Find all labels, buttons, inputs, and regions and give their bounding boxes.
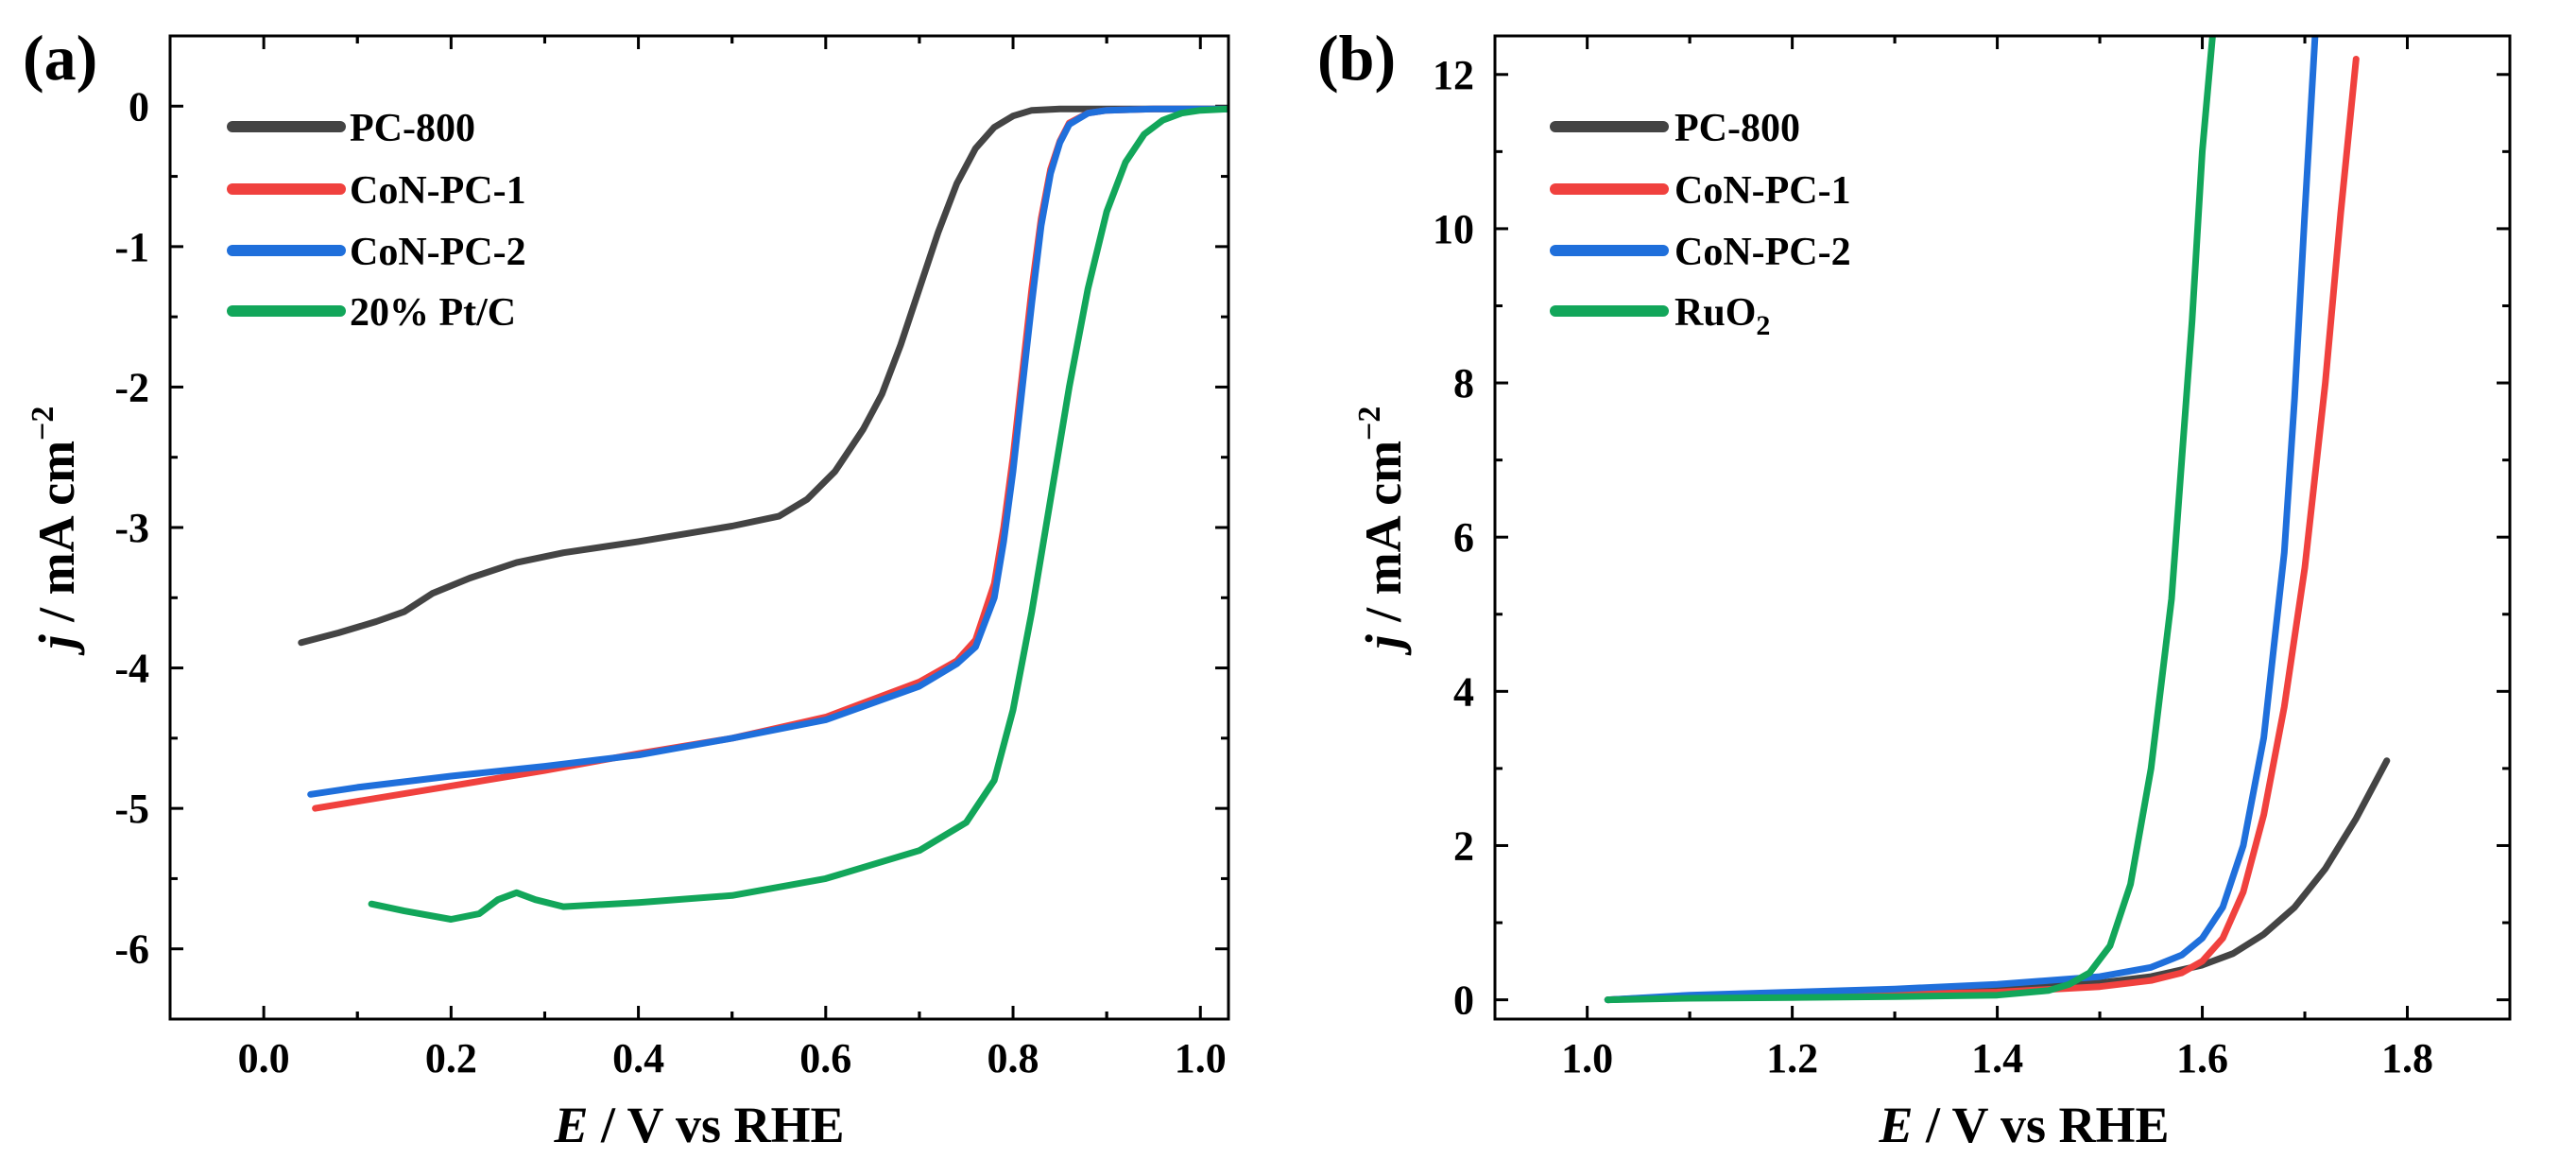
panel-b-xtick-label-3: 1.6 [2176, 1035, 2228, 1081]
panel-b-series [1604, 36, 2391, 1004]
legend-a-label-pc800: PC-800 [350, 107, 475, 150]
panel-a-series-pc-800 [298, 105, 1228, 647]
panel-b-ytick-label-4: 8 [1453, 360, 1474, 406]
panel-a-xtick-label-2: 0.4 [612, 1035, 664, 1081]
panel-a: (a) 0.0 0.2 0.4 0.6 0.8 1.0 0 -1 -2 -3 -4 -5 -6 E / … [23, 22, 1230, 1153]
panel-b-series-con-pc-2 [1604, 36, 2319, 1004]
panel-a-series-con-pc-2 [307, 105, 1228, 798]
panel-b: (b) 1.0 1.2 1.4 1.6 1.8 0 2 4 6 8 10 12 E / V vs RH… [1317, 22, 2512, 1153]
panel-b-ticks: 1.0 1.2 1.4 1.6 1.8 0 2 4 6 8 10 12 [1433, 36, 2510, 1081]
legend-b-label-ruo2: RuO2 [1674, 291, 1770, 341]
legend-a-label-conpc1: CoN-PC-1 [350, 169, 526, 213]
panel-a-ytick-label-2: -2 [114, 364, 149, 410]
panel-b-xlabel: E / V vs RHE [1878, 1097, 2169, 1153]
panel-a-ytick-label-6: -6 [114, 926, 149, 973]
panel-a-xlabel: E / V vs RHE [553, 1097, 844, 1153]
panel-b-ylabel: j / mA cm−2 [1352, 406, 1412, 657]
panel-a-ytick-label-3: -3 [114, 505, 149, 551]
panel-a-ytick-label-5: -5 [114, 786, 149, 832]
panel-a-series [298, 105, 1228, 923]
legend-a-label-conpc2: CoN-PC-2 [350, 231, 526, 274]
panel-b-ytick-label-0: 0 [1453, 977, 1474, 1024]
legend-b-label-conpc1: CoN-PC-1 [1674, 169, 1851, 213]
legend-a-label-ptc: 20% Pt/C [350, 291, 516, 335]
panel-b-legend: PC-800 CoN-PC-1 CoN-PC-2 RuO2 [1550, 107, 1851, 341]
panel-a-ytick-label-0: 0 [129, 83, 149, 130]
panel-b-ytick-label-6: 12 [1433, 52, 1474, 98]
panel-a-legend: PC-800 CoN-PC-1 CoN-PC-2 20% Pt/C [227, 107, 526, 335]
panel-a-xtick-label-1: 0.2 [425, 1035, 477, 1081]
panel-b-ytick-label-2: 4 [1453, 668, 1474, 715]
panel-a-ylabel: j / mA cm−2 [26, 406, 85, 657]
panel-label-a: (a) [23, 22, 97, 94]
panel-b-xtick-label-0: 1.0 [1561, 1035, 1613, 1081]
panel-b-series-ruo2 [1604, 36, 2216, 1004]
panel-a-ticks: 0.0 0.2 0.4 0.6 0.8 1.0 0 -1 -2 -3 -4 -5 -6 [114, 36, 1228, 1081]
panel-a-ytick-label-1: -1 [114, 224, 149, 270]
panel-a-xtick-label-0: 0.0 [238, 1035, 290, 1081]
panel-b-ytick-label-1: 2 [1453, 822, 1474, 869]
panel-b-xtick-label-2: 1.4 [1971, 1035, 2023, 1081]
panel-b-ytick-label-5: 10 [1433, 206, 1474, 252]
panel-a-series-con-pc-1 [312, 105, 1228, 812]
panel-a-xtick-label-4: 0.8 [987, 1035, 1039, 1081]
panel-a-frame [168, 34, 1230, 1021]
panel-a-xtick-label-5: 1.0 [1175, 1035, 1227, 1081]
panel-a-xtick-label-3: 0.6 [799, 1035, 851, 1081]
panel-b-ytick-label-3: 6 [1453, 514, 1474, 561]
legend-b-label-pc800: PC-800 [1674, 107, 1800, 150]
panel-a-series-20-pt-c [368, 105, 1228, 923]
panel-label-b: (b) [1317, 22, 1396, 94]
panel-a-ytick-label-4: -4 [114, 646, 149, 692]
legend-b-label-conpc2: CoN-PC-2 [1674, 231, 1851, 274]
panel-b-xtick-label-1: 1.2 [1766, 1035, 1818, 1081]
panel-b-xtick-label-4: 1.8 [2381, 1035, 2433, 1081]
panel-b-frame [1493, 34, 2512, 1021]
